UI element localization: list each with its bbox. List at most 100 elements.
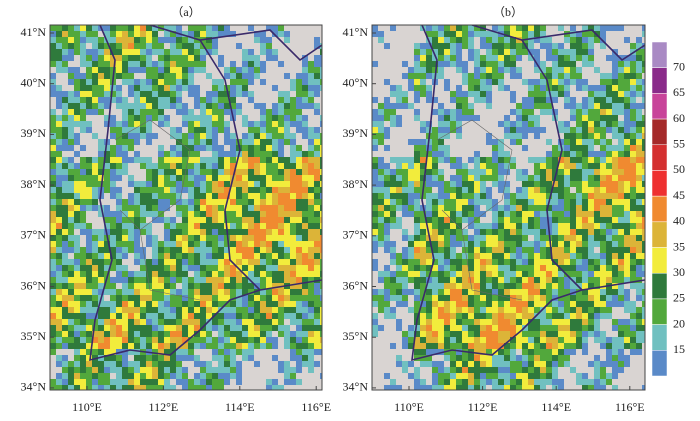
echo-cell — [564, 259, 570, 265]
echo-cell — [570, 145, 576, 151]
echo-cell — [462, 385, 468, 390]
echo-cell — [230, 139, 236, 145]
echo-cell — [128, 115, 134, 121]
echo-cell — [248, 223, 254, 229]
echo-cell — [456, 295, 462, 301]
echo-cell — [522, 97, 528, 103]
echo-cell — [194, 175, 200, 181]
echo-cell — [230, 325, 236, 331]
echo-cell — [278, 187, 284, 193]
echo-cell — [200, 193, 206, 199]
echo-cell — [158, 61, 164, 67]
echo-cell — [260, 37, 266, 43]
echo-cell — [146, 295, 152, 301]
echo-cell — [624, 331, 630, 337]
echo-cell — [564, 193, 570, 199]
echo-cell — [68, 205, 74, 211]
echo-cell — [408, 307, 414, 313]
echo-cell — [176, 193, 182, 199]
echo-cell — [194, 253, 200, 259]
echo-cell — [546, 313, 552, 319]
echo-cell — [74, 43, 80, 49]
echo-cell — [426, 283, 432, 289]
echo-cell — [642, 133, 645, 139]
echo-cell — [402, 175, 408, 181]
echo-cell — [612, 223, 618, 229]
echo-cell — [158, 247, 164, 253]
echo-cell — [540, 205, 546, 211]
echo-cell — [594, 127, 600, 133]
echo-cell — [278, 259, 284, 265]
echo-cell — [444, 247, 450, 253]
echo-cell — [462, 265, 468, 271]
echo-cell — [384, 289, 390, 295]
echo-cell — [480, 349, 486, 355]
echo-cell — [510, 331, 516, 337]
echo-cell — [444, 271, 450, 277]
echo-cell — [510, 319, 516, 325]
echo-cell — [104, 163, 110, 169]
echo-cell — [68, 223, 74, 229]
echo-cell — [522, 127, 528, 133]
echo-cell — [462, 61, 468, 67]
echo-cell — [260, 229, 266, 235]
echo-cell — [320, 163, 322, 169]
echo-cell — [260, 235, 266, 241]
echo-cell — [534, 49, 540, 55]
echo-cell — [62, 163, 68, 169]
echo-cell — [516, 25, 522, 31]
echo-cell — [266, 205, 272, 211]
echo-cell — [450, 61, 456, 67]
echo-cell — [474, 73, 480, 79]
echo-cell — [320, 115, 322, 121]
echo-cell — [122, 319, 128, 325]
echo-cell — [230, 283, 236, 289]
echo-cell — [528, 181, 534, 187]
echo-cell — [266, 283, 272, 289]
echo-cell — [152, 109, 158, 115]
echo-cell — [152, 331, 158, 337]
echo-cell — [182, 157, 188, 163]
echo-cell — [170, 217, 176, 223]
echo-cell — [636, 211, 642, 217]
echo-cell — [314, 109, 320, 115]
echo-cell — [92, 271, 98, 277]
echo-cell — [384, 109, 390, 115]
echo-cell — [56, 217, 62, 223]
echo-cell — [636, 73, 642, 79]
echo-cell — [284, 205, 290, 211]
echo-cell — [624, 193, 630, 199]
echo-cell — [86, 85, 92, 91]
echo-cell — [236, 223, 242, 229]
echo-cell — [110, 223, 116, 229]
echo-cell — [218, 97, 224, 103]
echo-cell — [260, 133, 266, 139]
echo-cell — [128, 55, 134, 61]
echo-cell — [62, 103, 68, 109]
echo-cell — [600, 271, 606, 277]
echo-cell — [74, 73, 80, 79]
echo-cell — [248, 163, 254, 169]
echo-cell — [314, 73, 320, 79]
echo-cell — [486, 325, 492, 331]
echo-cell — [522, 31, 528, 37]
echo-cell — [564, 187, 570, 193]
echo-cell — [308, 163, 314, 169]
echo-cell — [272, 49, 278, 55]
echo-cell — [218, 247, 224, 253]
echo-cell — [618, 271, 624, 277]
echo-cell — [92, 79, 98, 85]
echo-cell — [468, 355, 474, 361]
echo-cell — [182, 169, 188, 175]
echo-cell — [636, 235, 642, 241]
echo-cell — [104, 289, 110, 295]
echo-cell — [284, 211, 290, 217]
echo-cell — [564, 337, 570, 343]
echo-cell — [188, 43, 194, 49]
echo-cell — [390, 379, 396, 385]
echo-cell — [242, 139, 248, 145]
echo-cell — [606, 343, 612, 349]
echo-cell — [80, 361, 86, 367]
echo-cell — [504, 37, 510, 43]
echo-cell — [384, 187, 390, 193]
